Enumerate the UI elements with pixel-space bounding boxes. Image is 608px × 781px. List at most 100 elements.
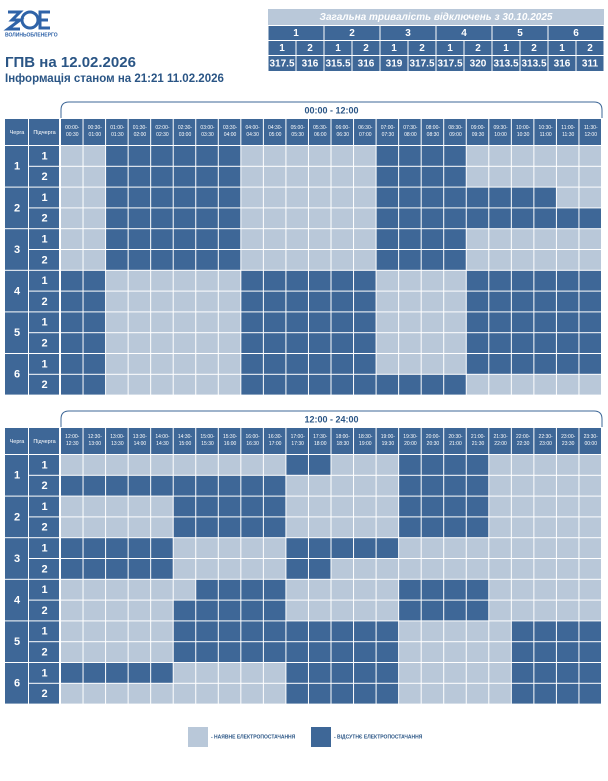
slot-cell	[466, 559, 489, 579]
slot-cell	[466, 187, 489, 208]
slot-header-cell	[286, 428, 308, 454]
slot-label: 04:00-04:30	[246, 125, 261, 138]
slot-cell	[83, 291, 106, 312]
slot-cell	[83, 538, 106, 558]
slot-cell	[151, 270, 173, 291]
slot-cell	[354, 642, 376, 662]
slot-cell	[376, 559, 399, 579]
slot-cell	[106, 146, 128, 166]
subqueue-name: 2	[41, 522, 47, 534]
slot-cell	[399, 333, 421, 353]
group-name: 6	[573, 28, 579, 39]
slot-cell	[556, 270, 579, 291]
slot-cell	[489, 621, 511, 642]
subgroup-name: 1	[559, 43, 565, 54]
slot-cell	[83, 621, 106, 642]
slot-cell	[241, 270, 263, 291]
slot-cell	[579, 270, 601, 291]
subgroup-cell	[464, 41, 492, 55]
slot-label: 00:30-01:00	[88, 125, 103, 138]
slot-header-cell	[511, 119, 534, 145]
slot-cell	[173, 229, 196, 249]
slot-cell	[241, 517, 263, 538]
slot-cell	[83, 166, 106, 187]
slot-cell	[61, 374, 83, 395]
slot-header-cell	[354, 119, 376, 145]
value-cell	[520, 56, 548, 71]
subqueue-name: 1	[41, 150, 47, 162]
slot-cell	[286, 187, 308, 208]
subqueue-name: 1	[41, 626, 47, 638]
slot-label: 06:00-06:30	[336, 125, 351, 138]
slot-cell	[241, 354, 263, 374]
slot-cell	[466, 455, 489, 475]
subqueue-cell	[29, 683, 59, 704]
slot-cell	[61, 559, 83, 579]
slot-header-cell	[173, 428, 196, 454]
slot-cell	[308, 538, 331, 558]
queue-header: Черга	[10, 439, 26, 445]
slot-cell	[354, 354, 376, 374]
slot-cell	[173, 270, 196, 291]
slot-header-cell	[466, 119, 489, 145]
slot-cell	[534, 166, 556, 187]
slot-cell	[376, 229, 399, 249]
slot-cell	[241, 208, 263, 229]
slot-cell	[444, 250, 466, 270]
slot-header-cell	[308, 119, 331, 145]
slot-cell	[286, 250, 308, 270]
slot-cell	[196, 559, 218, 579]
slot-label: 06:30-07:00	[358, 125, 373, 138]
subqueue-name: 2	[41, 213, 47, 225]
slot-cell	[421, 642, 444, 662]
slot-cell	[173, 312, 196, 333]
slot-cell	[489, 291, 511, 312]
slot-cell	[421, 187, 444, 208]
slot-cell	[83, 663, 106, 683]
slot-cell	[151, 166, 173, 187]
slot-cell	[331, 250, 354, 270]
slot-cell	[511, 354, 534, 374]
slot-cell	[354, 455, 376, 475]
slot-cell	[196, 475, 218, 496]
slot-cell	[286, 600, 308, 621]
slot-cell	[308, 621, 331, 642]
slot-cell	[173, 621, 196, 642]
slot-cell	[354, 374, 376, 395]
slot-cell	[331, 333, 354, 353]
slot-cell	[196, 333, 218, 353]
slot-cell	[489, 496, 511, 517]
slot-cell	[106, 683, 128, 704]
queue-cell	[5, 146, 28, 187]
slot-cell	[173, 538, 196, 558]
slot-cell	[263, 312, 286, 333]
slot-cell	[399, 663, 421, 683]
queue-cell	[5, 312, 28, 353]
slot-cell	[151, 250, 173, 270]
slot-cell	[511, 600, 534, 621]
slot-cell	[61, 683, 83, 704]
total-value: 317.5	[269, 59, 294, 70]
period-label: 00:00 - 12:00	[304, 105, 358, 115]
slot-cell	[354, 270, 376, 291]
slot-cell	[399, 270, 421, 291]
queue-name: 6	[14, 678, 20, 690]
slot-cell	[489, 559, 511, 579]
subqueue-cell	[29, 166, 59, 187]
slot-cell	[399, 354, 421, 374]
subgroup-name: 1	[447, 43, 453, 54]
value-cell	[296, 56, 324, 71]
slot-cell	[218, 621, 241, 642]
slot-cell	[286, 455, 308, 475]
slot-label: 23:30-00:00	[584, 434, 599, 447]
slot-cell	[286, 291, 308, 312]
slot-cell	[399, 146, 421, 166]
queue-name: 6	[14, 369, 20, 381]
slot-cell	[308, 642, 331, 662]
slot-cell	[218, 250, 241, 270]
slot-cell	[196, 208, 218, 229]
slot-cell	[173, 333, 196, 353]
slot-cell	[218, 291, 241, 312]
slot-cell	[173, 559, 196, 579]
queue-name: 3	[14, 553, 20, 565]
